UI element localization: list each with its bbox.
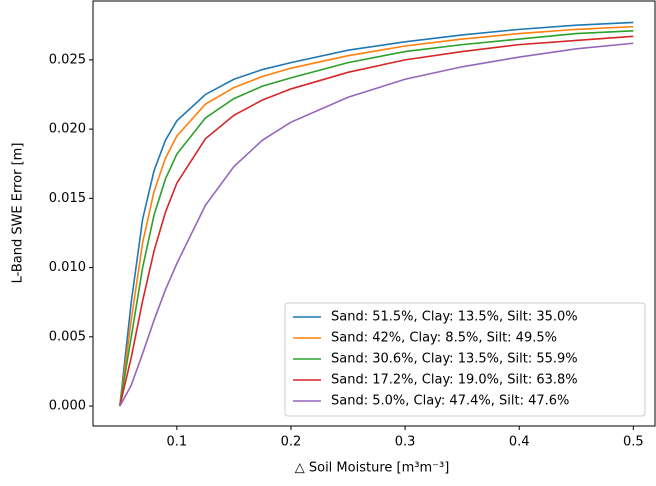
legend-label: Sand: 17.2%, Clay: 19.0%, Silt: 63.8% [331, 373, 578, 388]
y-tick-label: 0.000 [49, 399, 86, 414]
line-series [119, 25, 634, 407]
line-series [119, 35, 634, 407]
legend-label: Sand: 51.5%, Clay: 13.5%, Silt: 35.0% [331, 310, 578, 325]
plot-frame [92, 0, 656, 427]
y-tick-label: 0.015 [49, 191, 86, 206]
x-tick-label: 0.4 [509, 435, 530, 450]
line-series [119, 21, 634, 407]
x-tick-label: 0.5 [623, 435, 644, 450]
legend-label: Sand: 5.0%, Clay: 47.4%, Silt: 47.6% [331, 394, 569, 409]
x-tick-label: 0.2 [281, 435, 302, 450]
x-tick-label: 0.1 [167, 435, 188, 450]
y-tick-label: 0.010 [49, 260, 86, 275]
legend-label: Sand: 42%, Clay: 8.5%, Silt: 49.5% [331, 331, 557, 346]
line-series [119, 29, 634, 407]
y-tick-label: 0.005 [49, 329, 86, 344]
line-series [119, 42, 634, 407]
legend-box [284, 302, 646, 417]
y-tick-label: 0.025 [49, 52, 86, 67]
y-axis-label: L-Band SWE Error [m] [11, 143, 26, 284]
y-tick-label: 0.020 [49, 122, 86, 137]
legend-label: Sand: 30.6%, Clay: 13.5%, Silt: 55.9% [331, 352, 578, 367]
x-tick-label: 0.3 [395, 435, 416, 450]
legend: Sand: 51.5%, Clay: 13.5%, Silt: 35.0% San… [284, 302, 646, 417]
x-axis-label: △ Soil Moisture [m³m⁻³] [295, 461, 450, 476]
